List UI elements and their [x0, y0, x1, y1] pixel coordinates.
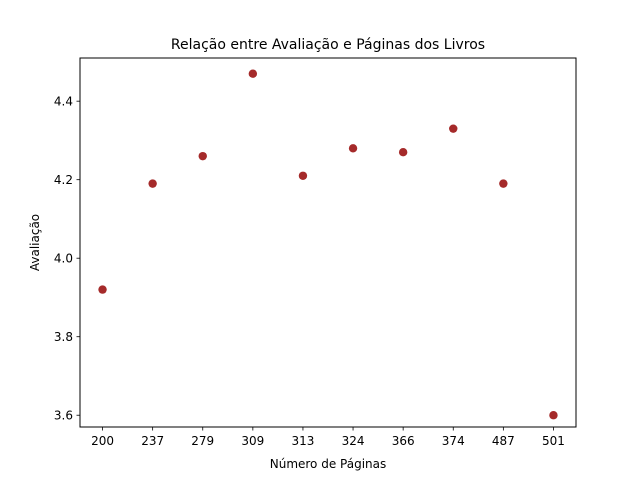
- chart-title: Relação entre Avaliação e Páginas dos Li…: [171, 37, 485, 53]
- y-tick-label: 3.8: [54, 330, 73, 344]
- x-tick-label: 487: [492, 434, 515, 448]
- plot-area-frame: [79, 57, 577, 428]
- x-tick-label: 200: [91, 434, 114, 448]
- data-point: [298, 171, 308, 180]
- data-point: [549, 411, 558, 420]
- y-tick-label: 3.6: [54, 409, 73, 423]
- x-tick-label: 501: [542, 434, 565, 448]
- data-point: [449, 124, 458, 133]
- data-point: [248, 69, 258, 78]
- data-point: [499, 179, 508, 188]
- x-tick-label: 279: [191, 434, 214, 448]
- y-tick-label: 4.0: [54, 252, 73, 266]
- y-axis-label: Avaliação: [28, 214, 42, 271]
- y-tick-label: 4.2: [54, 173, 73, 187]
- data-point: [398, 148, 408, 157]
- data-point: [98, 285, 107, 294]
- data-point: [198, 151, 207, 161]
- x-tick-label: 374: [442, 434, 465, 448]
- x-tick-label: 313: [291, 434, 314, 448]
- x-axis-label: Número de Páginas: [270, 457, 387, 471]
- x-tick-label: 237: [141, 434, 164, 448]
- x-tick-label: 366: [392, 434, 415, 448]
- x-axis-ticks: 200 237 279 309 313 324 366 374 487 501: [91, 427, 565, 448]
- x-tick-label: 309: [241, 434, 264, 448]
- data-point: [148, 179, 157, 188]
- y-axis-ticks: 3.6 3.8 4.0 4.2 4.4: [54, 95, 80, 423]
- x-tick-label: 324: [342, 434, 365, 448]
- y-tick-label: 4.4: [54, 95, 73, 109]
- data-points: [98, 69, 558, 420]
- data-point: [348, 144, 358, 153]
